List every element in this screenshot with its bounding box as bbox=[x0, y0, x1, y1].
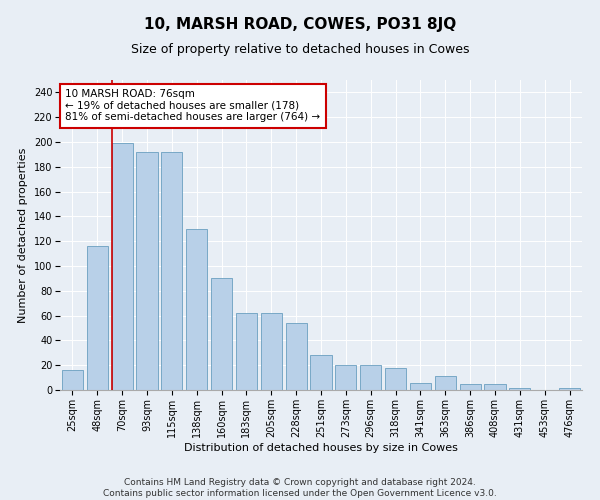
Bar bbox=[87, 246, 108, 390]
Bar bbox=[186, 229, 207, 390]
Bar bbox=[136, 152, 158, 390]
Bar bbox=[211, 278, 232, 390]
Y-axis label: Number of detached properties: Number of detached properties bbox=[18, 148, 28, 322]
Bar bbox=[559, 388, 580, 390]
Bar bbox=[236, 313, 257, 390]
Bar bbox=[360, 365, 381, 390]
Text: 10 MARSH ROAD: 76sqm
← 19% of detached houses are smaller (178)
81% of semi-deta: 10 MARSH ROAD: 76sqm ← 19% of detached h… bbox=[65, 90, 320, 122]
Bar bbox=[286, 323, 307, 390]
Bar bbox=[310, 356, 332, 390]
Text: Contains HM Land Registry data © Crown copyright and database right 2024.
Contai: Contains HM Land Registry data © Crown c… bbox=[103, 478, 497, 498]
Bar bbox=[385, 368, 406, 390]
Bar bbox=[509, 388, 530, 390]
Bar bbox=[161, 152, 182, 390]
Bar bbox=[484, 384, 506, 390]
Bar bbox=[112, 143, 133, 390]
Text: Size of property relative to detached houses in Cowes: Size of property relative to detached ho… bbox=[131, 42, 469, 56]
Bar bbox=[62, 370, 83, 390]
Text: 10, MARSH ROAD, COWES, PO31 8JQ: 10, MARSH ROAD, COWES, PO31 8JQ bbox=[144, 18, 456, 32]
Bar bbox=[460, 384, 481, 390]
Bar bbox=[435, 376, 456, 390]
Bar bbox=[261, 313, 282, 390]
Bar bbox=[335, 365, 356, 390]
X-axis label: Distribution of detached houses by size in Cowes: Distribution of detached houses by size … bbox=[184, 442, 458, 452]
Bar bbox=[410, 382, 431, 390]
